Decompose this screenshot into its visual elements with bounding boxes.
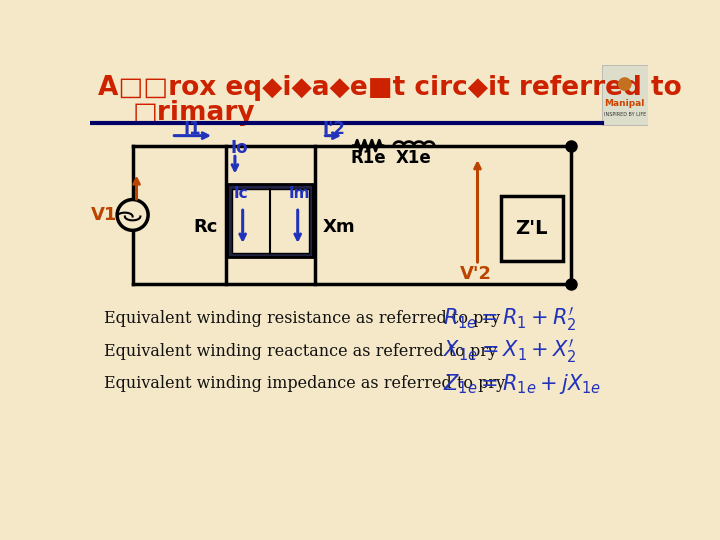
Text: A□□rox eq◆i◆a◆e■t circ◆it referred to: A□□rox eq◆i◆a◆e■t circ◆it referred to [98,75,682,101]
Text: I'2: I'2 [323,120,346,138]
Text: Manipal: Manipal [605,99,645,108]
Text: Equivalent winding impedance as referred to pry: Equivalent winding impedance as referred… [104,375,505,392]
Text: V1: V1 [91,206,117,224]
Text: Z'L: Z'L [516,219,548,238]
Text: $R_{1e} = R_1 + R^{\prime}_2$: $R_{1e} = R_1 + R^{\prime}_2$ [443,305,576,333]
Text: INSPIRED BY LIFE: INSPIRED BY LIFE [603,112,646,117]
Bar [601,65,648,125]
Text: Rc: Rc [194,218,218,235]
Circle shape [117,200,148,231]
Text: □rimary: □rimary [132,100,256,126]
Bar [228,184,313,257]
Circle shape [618,78,631,90]
Text: X1e: X1e [395,149,431,167]
Text: R1e: R1e [351,149,386,167]
Text: I1: I1 [184,120,201,138]
Text: $Z_{1e} = R_{1e} + jX_{1e}$: $Z_{1e} = R_{1e} + jX_{1e}$ [443,372,600,396]
Text: Xm: Xm [323,218,355,235]
Bar [232,189,309,253]
Text: Equivalent winding reactance as referred to pry: Equivalent winding reactance as referred… [104,343,497,360]
Text: V'2: V'2 [460,265,492,284]
Text: Im: Im [289,186,310,201]
Text: Io: Io [231,139,248,157]
Text: $X_{1e} = X_1 + X^{\prime}_2$: $X_{1e} = X_1 + X^{\prime}_2$ [443,338,576,365]
Text: Ic: Ic [234,186,248,201]
Text: Equivalent winding resistance as referred to pry: Equivalent winding resistance as referre… [104,310,500,327]
Bar [500,195,563,261]
